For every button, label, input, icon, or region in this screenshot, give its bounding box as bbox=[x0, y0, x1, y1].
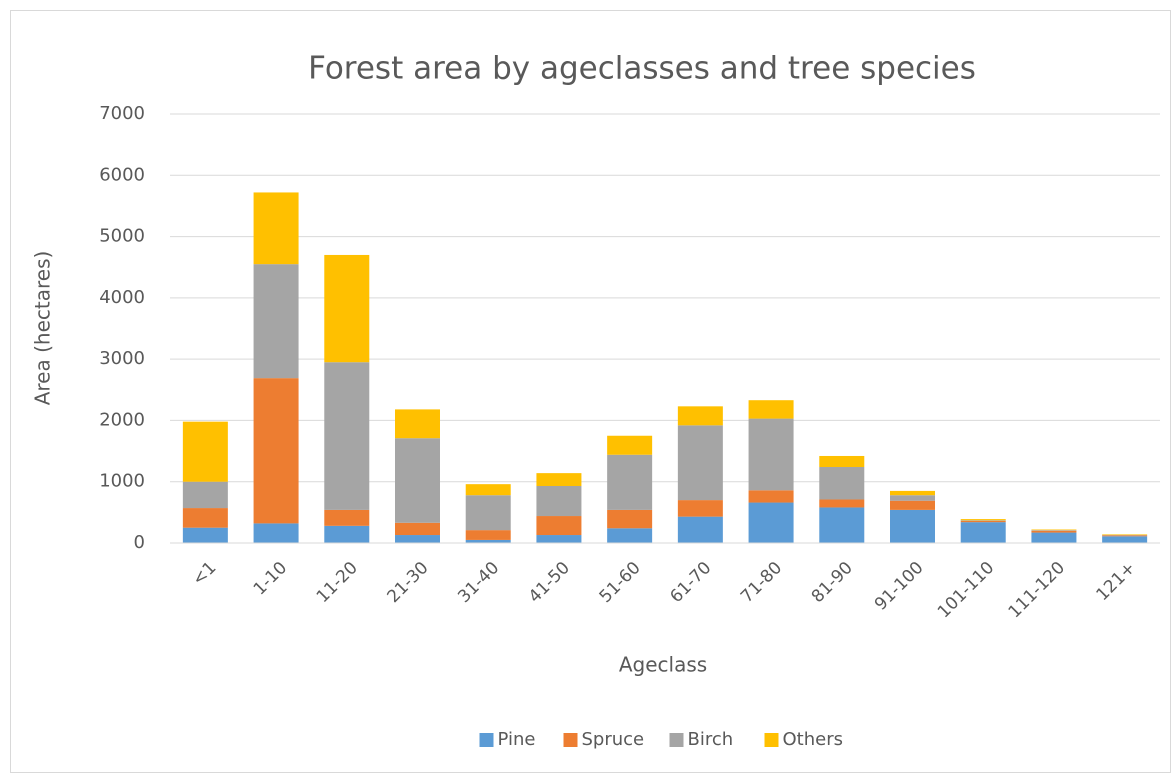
bar-segment bbox=[253, 523, 299, 543]
bar-segment bbox=[960, 520, 1006, 521]
bar-segment bbox=[819, 499, 865, 508]
bar-segment bbox=[182, 481, 228, 509]
bar-segment bbox=[677, 425, 723, 501]
bar-segment bbox=[182, 421, 228, 482]
y-tick-label: 7000 bbox=[99, 103, 145, 124]
bar-segment bbox=[465, 539, 511, 543]
bar-segment bbox=[890, 490, 935, 496]
y-tick-label: 1000 bbox=[99, 471, 145, 492]
bar-segment bbox=[465, 530, 511, 540]
legend-label: Others bbox=[783, 729, 844, 750]
bar-segment bbox=[536, 473, 582, 487]
y-tick-label: 3000 bbox=[99, 348, 145, 369]
bar-segment bbox=[607, 435, 653, 455]
x-axis-title: Ageclass bbox=[619, 653, 707, 677]
y-tick-label: 6000 bbox=[99, 164, 145, 185]
bar-segment bbox=[465, 495, 511, 531]
bar-segment bbox=[253, 378, 299, 524]
bar-segment bbox=[819, 507, 865, 543]
bar-segment bbox=[748, 418, 794, 491]
bar-segment bbox=[748, 490, 794, 503]
bar-segment bbox=[1031, 530, 1077, 533]
bar-segment bbox=[536, 486, 582, 517]
bar-segment bbox=[748, 502, 794, 543]
bar-segment bbox=[182, 527, 228, 543]
bar-segment bbox=[607, 528, 653, 543]
chart-frame bbox=[10, 10, 1171, 773]
bar-segment bbox=[324, 362, 370, 510]
legend-swatch bbox=[563, 733, 578, 747]
bar-segment bbox=[253, 264, 299, 379]
bar-segment bbox=[324, 525, 370, 543]
bar-segment bbox=[395, 438, 440, 523]
bar-segment bbox=[395, 409, 440, 439]
bar-segment bbox=[890, 495, 935, 501]
bar-segment bbox=[1031, 532, 1077, 543]
bar-segment bbox=[536, 516, 582, 536]
bar-segment bbox=[253, 192, 299, 265]
bar-segment bbox=[1102, 534, 1148, 536]
bar-segment bbox=[182, 508, 228, 528]
bar-segment bbox=[819, 467, 865, 500]
legend-swatch bbox=[479, 733, 494, 747]
legend-label: Pine bbox=[498, 729, 536, 750]
y-tick-label: 2000 bbox=[99, 409, 145, 430]
y-tick-label: 4000 bbox=[99, 287, 145, 308]
bar-segment bbox=[536, 535, 582, 543]
bar-segment bbox=[395, 535, 440, 543]
bar-segment bbox=[677, 500, 723, 517]
legend-swatch bbox=[669, 733, 684, 747]
legend-swatch bbox=[764, 733, 779, 747]
bar-segment bbox=[748, 400, 794, 419]
bar-segment bbox=[677, 406, 723, 426]
bar-segment bbox=[324, 509, 370, 526]
bar-segment bbox=[1031, 530, 1077, 531]
legend-label: Birch bbox=[688, 729, 734, 750]
bar-segment bbox=[1031, 529, 1077, 531]
bar-segment bbox=[607, 454, 653, 510]
bar-segment bbox=[819, 455, 865, 468]
y-tick-label: 5000 bbox=[99, 226, 145, 247]
bar-segment bbox=[607, 509, 653, 529]
bar-segment bbox=[677, 516, 723, 543]
bar-segment bbox=[890, 500, 935, 510]
bar-segment bbox=[960, 519, 1006, 521]
bar-segment bbox=[395, 522, 440, 536]
bar-segment bbox=[324, 254, 370, 363]
bar-segment bbox=[960, 522, 1006, 543]
y-tick-label: 0 bbox=[134, 532, 145, 553]
y-axis-title: Area (hectares) bbox=[31, 251, 55, 406]
bar-segment bbox=[465, 484, 511, 496]
bar-segment bbox=[960, 520, 1006, 523]
legend-label: Spruce bbox=[582, 729, 645, 750]
chart-title: Forest area by ageclasses and tree speci… bbox=[308, 51, 976, 87]
bar-segment bbox=[1102, 535, 1148, 537]
bar-segment bbox=[890, 509, 935, 543]
bar-segment bbox=[1102, 536, 1148, 543]
